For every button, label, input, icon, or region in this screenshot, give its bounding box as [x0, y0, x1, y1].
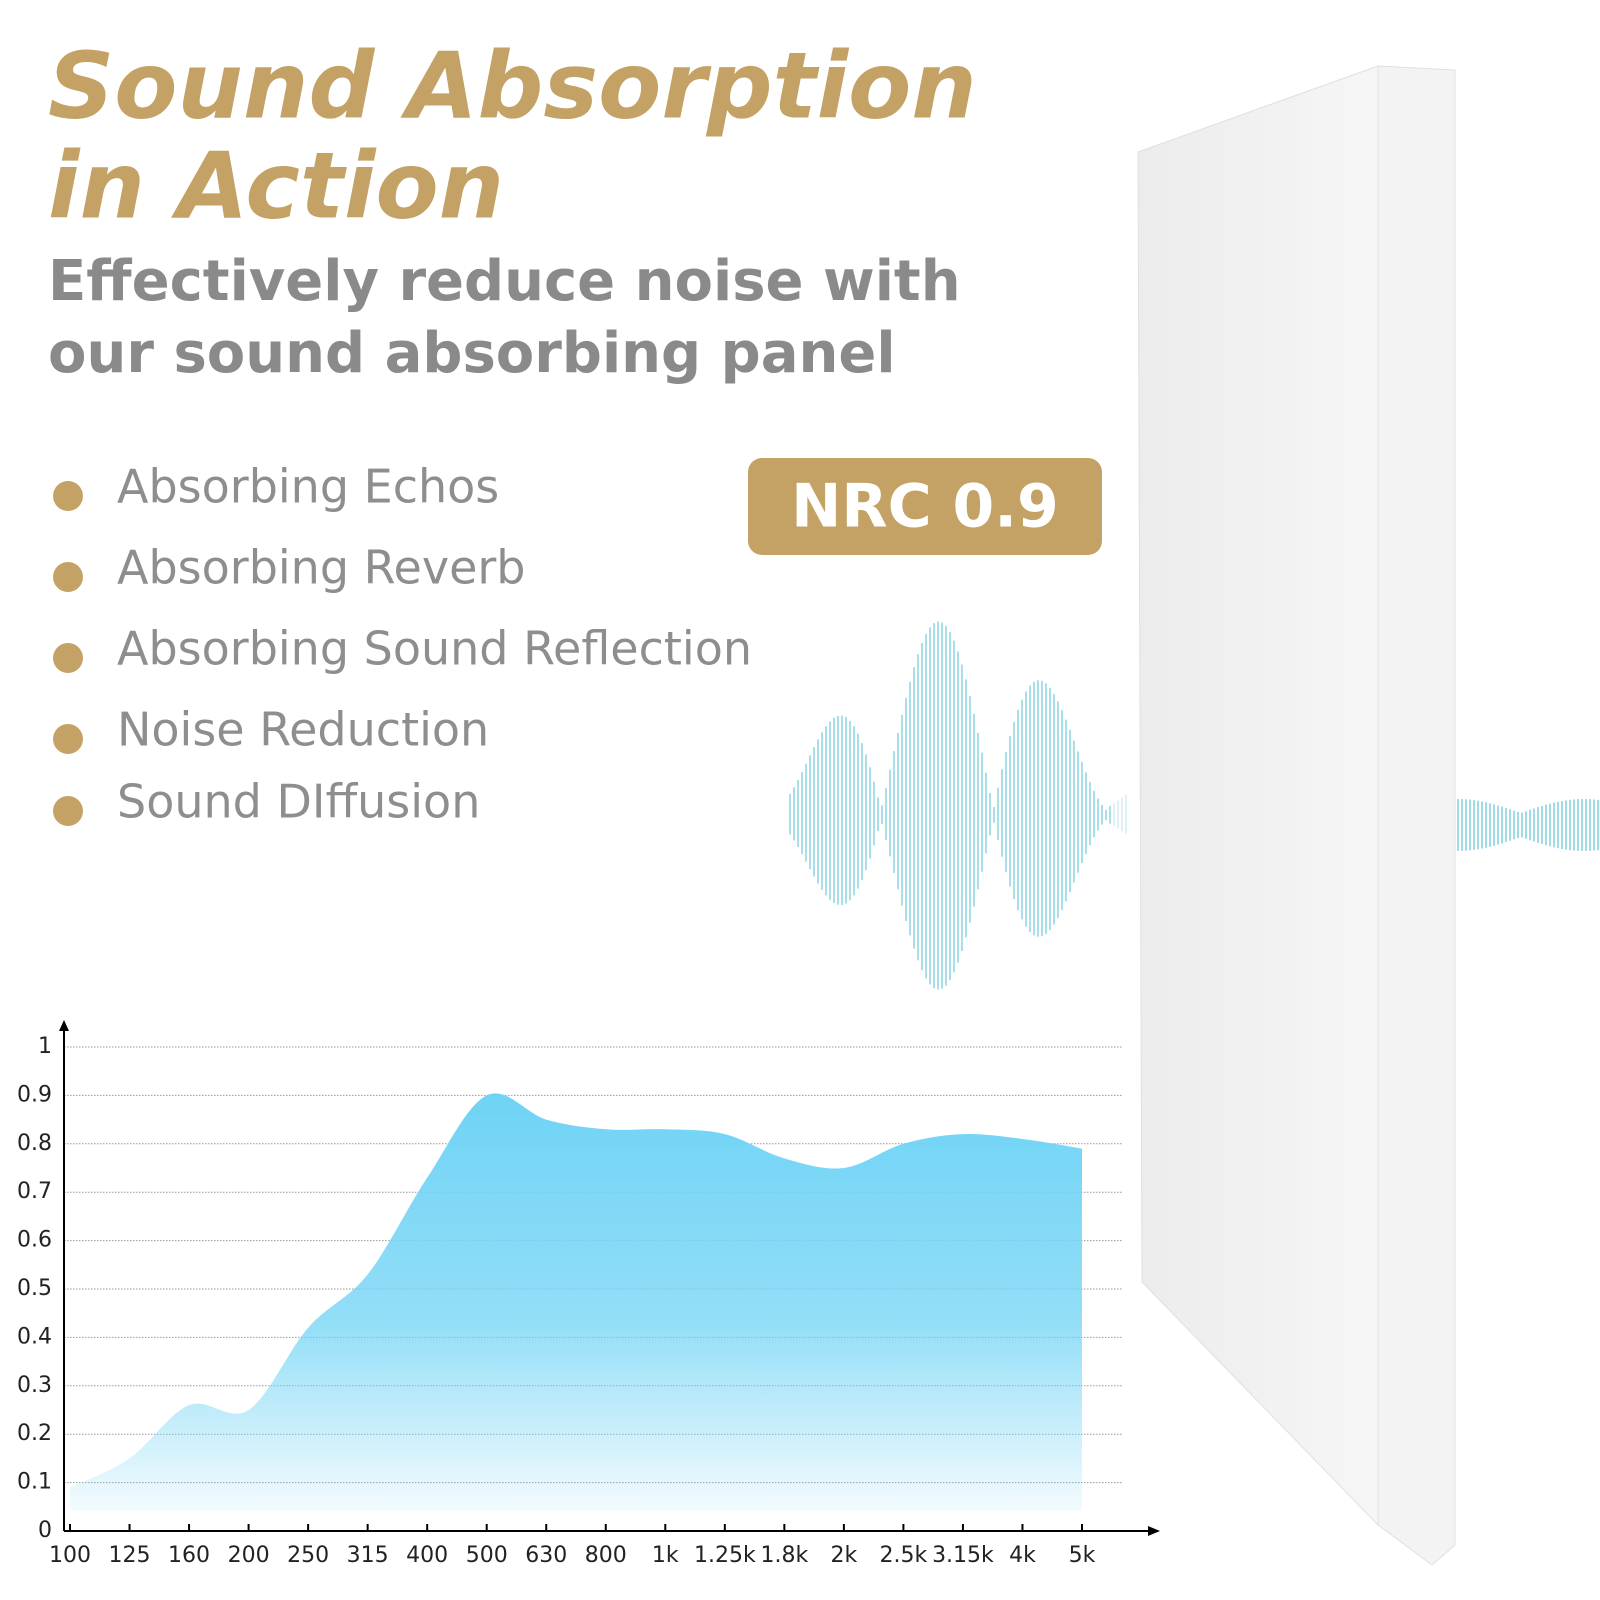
x-tick-label: 400	[406, 1543, 448, 1568]
x-tick-label: 125	[109, 1543, 151, 1568]
feature-list: Absorbing Echos Absorbing Reverb Absorbing…	[53, 460, 752, 829]
y-tick-label: 0.7	[17, 1179, 52, 1204]
x-tick-label: 2k	[831, 1543, 858, 1568]
sound-wave	[789, 621, 1599, 990]
feature: Noise Reduction	[117, 703, 489, 757]
bullet	[53, 562, 83, 592]
x-tick-label: 160	[168, 1543, 210, 1568]
y-tick-label: 0.8	[17, 1131, 52, 1156]
x-tick-label: 250	[287, 1543, 329, 1568]
bullet	[53, 481, 83, 511]
bullet	[53, 724, 83, 754]
panel-side	[1377, 65, 1456, 1566]
badge-text: NRC 0.9	[791, 472, 1059, 542]
feature: Absorbing Reverb	[117, 541, 525, 595]
title: Sound Absorption	[48, 32, 977, 139]
y-axis-arrow	[59, 1020, 69, 1031]
x-tick-label: 630	[525, 1543, 567, 1568]
y-tick-label: 1	[38, 1034, 52, 1059]
area	[70, 1093, 1082, 1511]
chart: 0 0.1 0.2 0.3 0.4 0.5 0.6 0.7 0.8 0.9 1 100 125 160 20…	[17, 1020, 1160, 1568]
x-tick-label: 800	[585, 1543, 627, 1568]
x-tick-label: 200	[228, 1543, 270, 1568]
panel-front	[1137, 65, 1379, 1527]
x-tick-label: 315	[347, 1543, 389, 1568]
subtitle: Effectively reduce noise with	[48, 249, 961, 314]
x-tick-label: 100	[49, 1543, 91, 1568]
x-tick-label: 3.15k	[932, 1543, 994, 1568]
y-tick-label: 0.5	[17, 1276, 52, 1301]
x-tick-label: 1.25k	[694, 1543, 756, 1568]
x-tick-label: 1k	[652, 1543, 679, 1568]
x-tick-label: 2.5k	[880, 1543, 928, 1568]
badge	[748, 458, 1102, 555]
y-tick-label: 0.9	[17, 1082, 52, 1107]
x-tick-label: 500	[466, 1543, 508, 1568]
feature: Absorbing Echos	[117, 460, 499, 514]
y-tick-label: 0	[38, 1518, 52, 1543]
y-tick-label: 0.6	[17, 1228, 52, 1253]
y-tick-label: 0.3	[17, 1373, 52, 1398]
y-tick-label: 0.4	[17, 1324, 52, 1349]
subtitle: our sound absorbing panel	[48, 321, 896, 386]
feature: Absorbing Sound Reflection	[117, 622, 752, 676]
y-tick-label: 0.2	[17, 1421, 52, 1446]
y-tick-label: 0.1	[17, 1470, 52, 1495]
bullet	[53, 643, 83, 673]
x-tick-label: 1.8k	[760, 1543, 808, 1568]
title-line2: in Action	[48, 132, 504, 239]
feature: Sound DIffusion	[117, 775, 480, 829]
x-tick-label: 5k	[1069, 1543, 1096, 1568]
x-axis-arrow	[1148, 1526, 1160, 1536]
bullet	[53, 796, 83, 826]
x-tick-label: 4k	[1009, 1543, 1036, 1568]
